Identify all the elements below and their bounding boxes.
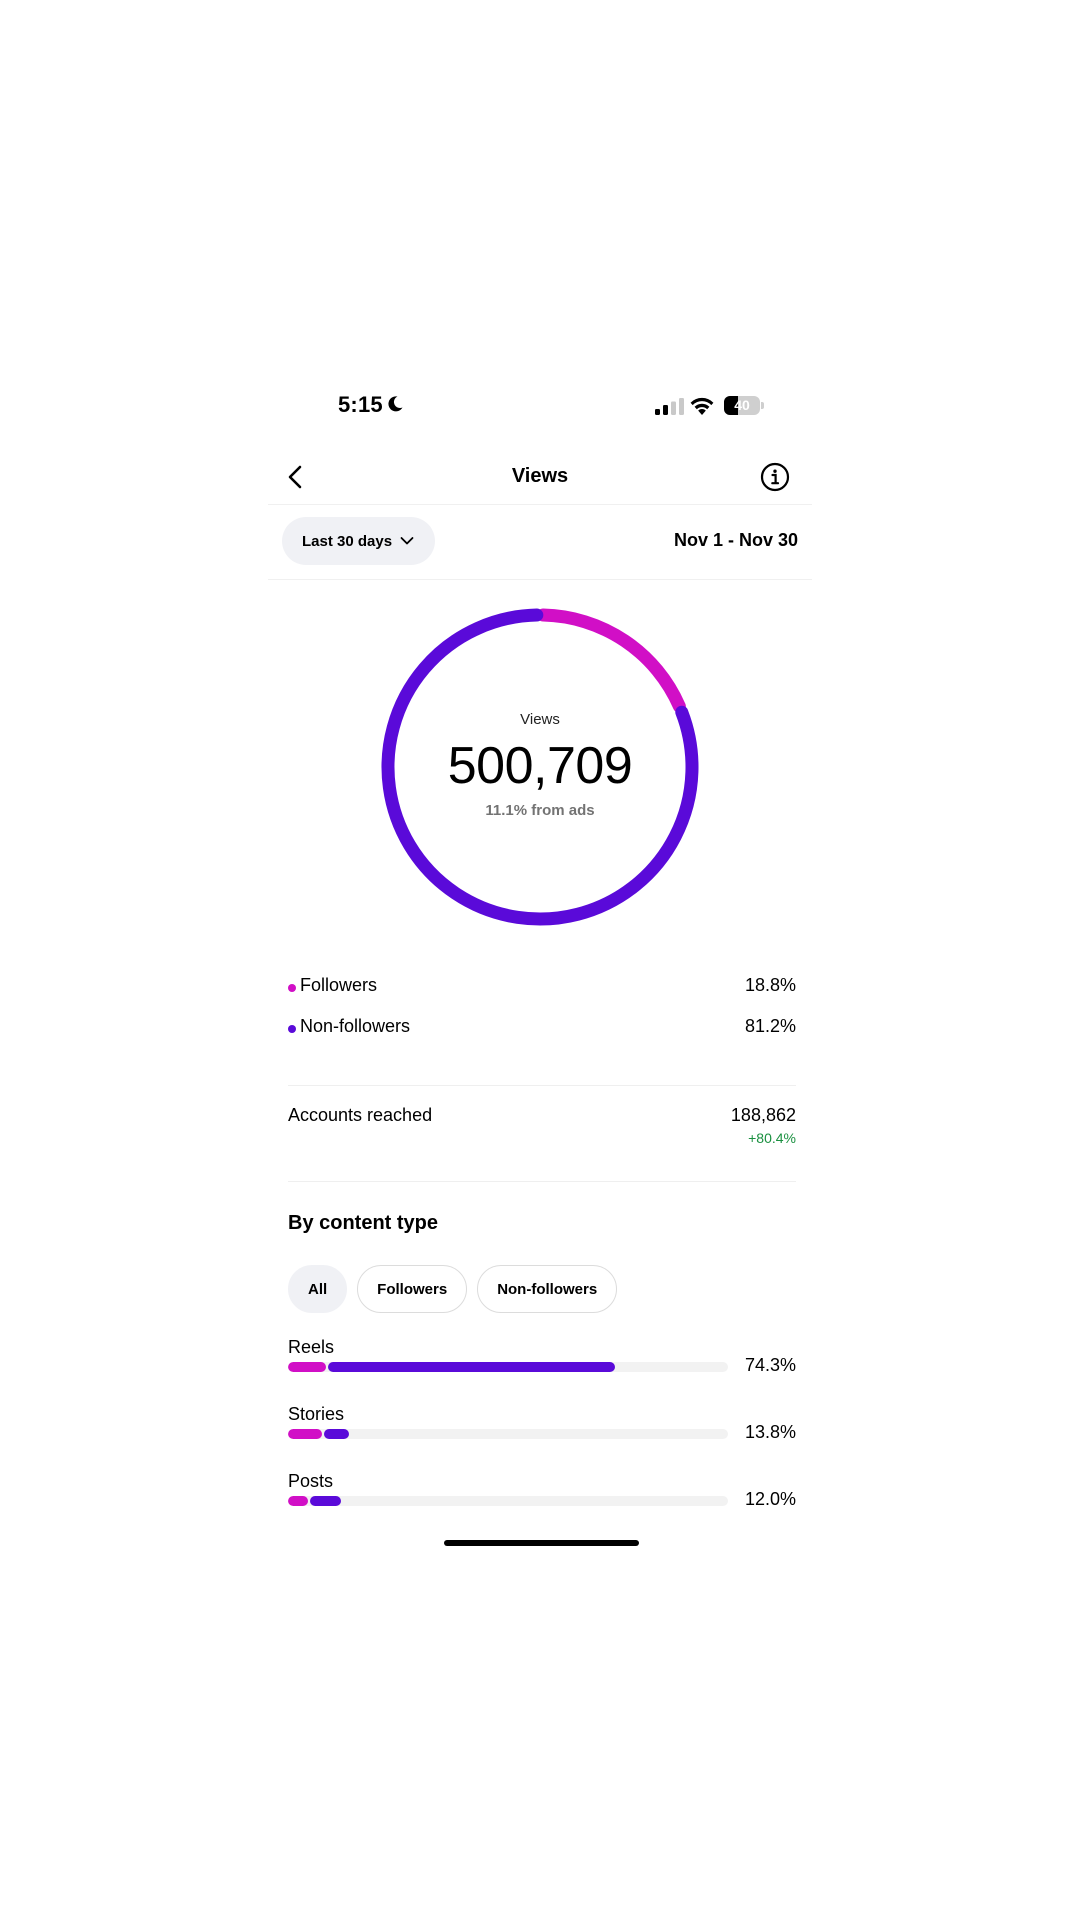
battery-body: 40	[724, 396, 760, 415]
content-type-row-stories[interactable]: Stories 13.8%	[288, 1404, 796, 1471]
followers-bar-segment	[288, 1362, 326, 1372]
ads-note: 11.1% from ads	[485, 802, 595, 819]
followers-bar-segment	[288, 1496, 309, 1506]
chip-all[interactable]: All	[288, 1265, 348, 1313]
chevron-left-icon	[288, 465, 302, 489]
views-donut-chart: Views 500,709 11.1% from ads	[378, 605, 702, 929]
battery-fill	[724, 396, 739, 415]
legend-value: 18.8%	[744, 975, 796, 995]
views-label: Views	[520, 711, 560, 728]
views-total: 500,709	[447, 737, 633, 795]
accounts-reached-value: 188,862	[730, 1105, 796, 1125]
back-button[interactable]	[280, 461, 312, 493]
non-followers-bar-segment	[310, 1496, 341, 1506]
accounts-reached-change: +80.4%	[748, 1130, 796, 1146]
non-followers-dot	[288, 1025, 296, 1033]
content-type-list: Reels 74.3% Stories 13.8% Posts 12.0%	[288, 1337, 796, 1538]
audience-legend: Followers 18.8% Non-followers 81.2%	[288, 975, 796, 1057]
wifi-icon	[690, 397, 714, 415]
moon-icon	[388, 396, 403, 412]
battery-level: 40	[734, 397, 750, 413]
signal-icon	[655, 398, 684, 415]
content-type-value: 12.0%	[744, 1489, 796, 1509]
page-title: Views	[511, 465, 569, 487]
donut-segment-followers	[536, 608, 686, 713]
content-type-bar-track	[288, 1496, 728, 1506]
content-type-value: 74.3%	[744, 1355, 796, 1375]
content-type-label: Stories	[288, 1404, 345, 1424]
chip-non-followers[interactable]: Non-followers	[477, 1265, 618, 1313]
content-type-label: Reels	[288, 1337, 335, 1357]
content-type-bar-track	[288, 1362, 728, 1372]
battery-tip	[761, 402, 764, 409]
legend-label: Followers	[300, 975, 378, 995]
followers-bar-segment	[288, 1429, 323, 1439]
info-icon	[760, 462, 790, 492]
chevron-down-icon	[400, 537, 414, 545]
legend-value: 81.2%	[744, 1016, 796, 1036]
content-type-bar-track	[288, 1429, 728, 1439]
filter-row: Last 30 days Nov 1 - Nov 30	[268, 506, 812, 580]
legend-label: Non-followers	[300, 1016, 411, 1036]
date-range-text: Nov 1 - Nov 30	[673, 530, 798, 550]
content-type-row-reels[interactable]: Reels 74.3%	[288, 1337, 796, 1404]
scroll-clip	[268, 1515, 812, 1535]
legend-row-followers: Followers 18.8%	[288, 975, 796, 1016]
donut-segment-non-followers	[381, 608, 699, 926]
status-time: 5:15	[338, 392, 383, 417]
chip-followers[interactable]: Followers	[357, 1265, 468, 1313]
header: Views	[268, 445, 812, 505]
donut-svg	[381, 608, 699, 926]
accounts-reached-row: Accounts reached 188,862 +80.4%	[288, 1105, 796, 1165]
divider	[288, 1085, 796, 1086]
battery-icon: 40	[724, 396, 764, 415]
non-followers-bar-segment	[327, 1362, 615, 1372]
content-type-title: By content type	[288, 1212, 439, 1234]
content-type-row-posts[interactable]: Posts 12.0%	[288, 1471, 796, 1538]
content-type-value: 13.8%	[744, 1422, 796, 1442]
donut-center: Views 500,709 11.1% from ads	[378, 605, 702, 929]
phone-screen: 5:15 40 Views	[268, 365, 812, 1560]
date-range-dropdown[interactable]: Last 30 days	[282, 517, 435, 565]
legend-row-non-followers: Non-followers 81.2%	[288, 1016, 796, 1057]
accounts-reached-label: Accounts reached	[288, 1105, 433, 1125]
home-indicator	[444, 1540, 639, 1546]
info-button[interactable]	[759, 461, 791, 493]
status-bar: 5:15 40	[268, 365, 812, 417]
content-type-label: Posts	[288, 1471, 334, 1491]
date-range-dropdown-label: Last 30 days	[302, 532, 393, 550]
divider	[288, 1181, 796, 1182]
followers-dot	[288, 984, 296, 992]
audience-filter-chips: All Followers Non-followers	[288, 1265, 627, 1313]
non-followers-bar-segment	[324, 1429, 349, 1439]
